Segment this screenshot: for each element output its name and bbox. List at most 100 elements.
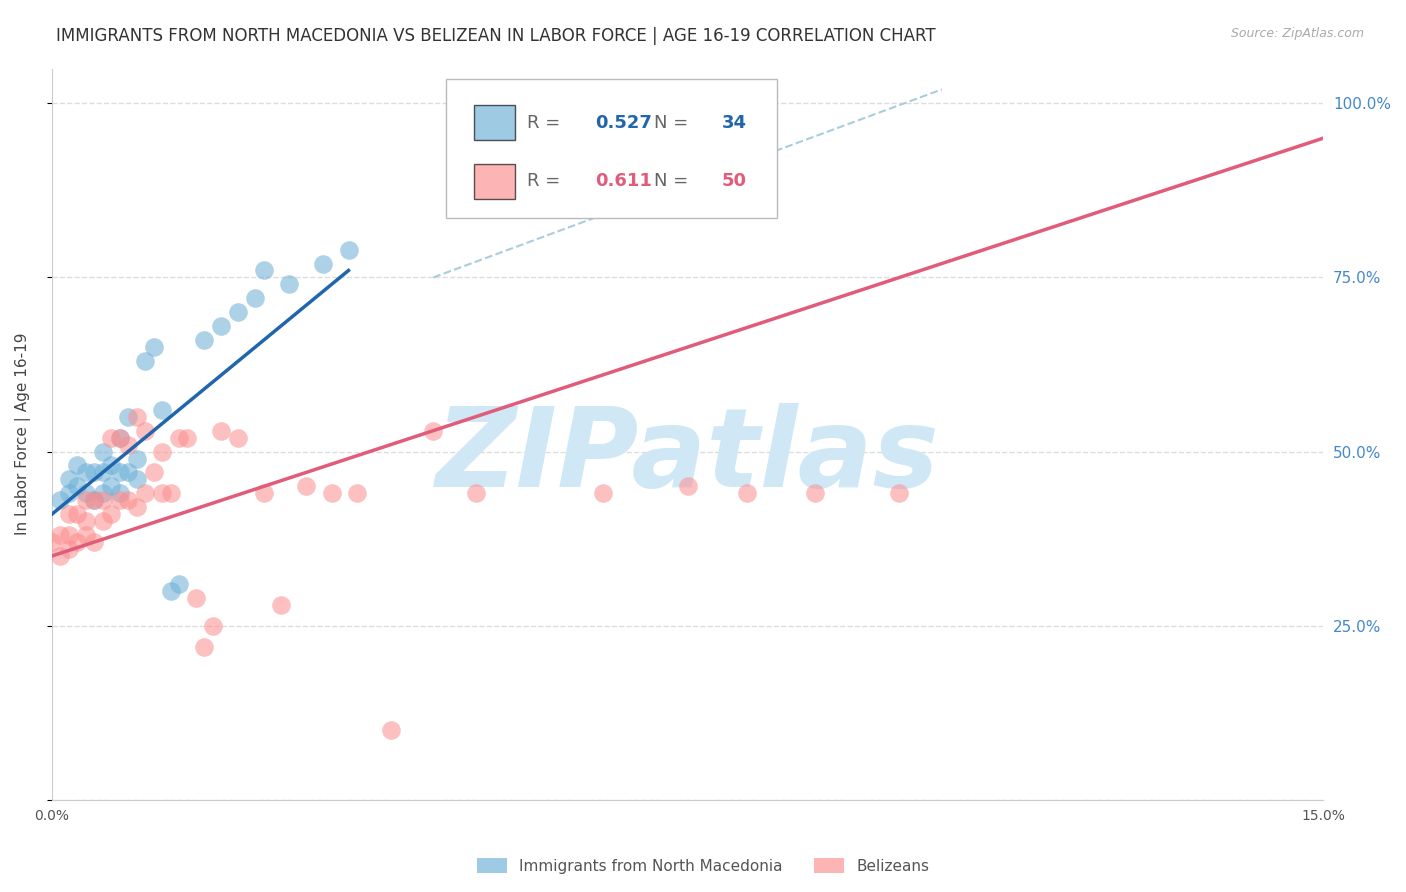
Point bbox=[66, 507, 89, 521]
Point bbox=[209, 424, 232, 438]
Point bbox=[253, 263, 276, 277]
Point bbox=[108, 486, 131, 500]
Point bbox=[49, 528, 72, 542]
Point bbox=[125, 500, 148, 515]
Point bbox=[49, 549, 72, 563]
FancyBboxPatch shape bbox=[474, 163, 515, 199]
Point bbox=[193, 640, 215, 654]
Point bbox=[108, 493, 131, 508]
Point bbox=[167, 577, 190, 591]
Point bbox=[506, 180, 529, 194]
Point bbox=[134, 354, 156, 368]
Text: Source: ZipAtlas.com: Source: ZipAtlas.com bbox=[1230, 27, 1364, 40]
Point bbox=[125, 472, 148, 486]
Point bbox=[150, 444, 173, 458]
Point bbox=[75, 514, 97, 528]
Point bbox=[75, 466, 97, 480]
Point bbox=[253, 486, 276, 500]
Text: 0.527: 0.527 bbox=[595, 113, 651, 132]
FancyBboxPatch shape bbox=[446, 79, 776, 219]
Point bbox=[66, 458, 89, 473]
Point bbox=[142, 466, 165, 480]
Point bbox=[91, 514, 114, 528]
Text: N =: N = bbox=[655, 172, 695, 190]
Point bbox=[380, 723, 402, 738]
Point bbox=[150, 402, 173, 417]
Text: 0.611: 0.611 bbox=[595, 172, 651, 190]
Point bbox=[167, 431, 190, 445]
Point bbox=[100, 507, 122, 521]
Point bbox=[201, 618, 224, 632]
Point bbox=[108, 431, 131, 445]
Point bbox=[91, 493, 114, 508]
Point bbox=[142, 340, 165, 354]
Point bbox=[75, 486, 97, 500]
Point bbox=[117, 437, 139, 451]
Point bbox=[108, 466, 131, 480]
Point bbox=[226, 431, 249, 445]
Point bbox=[58, 542, 80, 557]
Point bbox=[58, 528, 80, 542]
Point bbox=[209, 319, 232, 334]
Text: ZIPatlas: ZIPatlas bbox=[436, 402, 939, 509]
Point bbox=[66, 535, 89, 549]
Point bbox=[117, 466, 139, 480]
Point bbox=[676, 479, 699, 493]
Point bbox=[278, 277, 301, 292]
Text: R =: R = bbox=[527, 113, 567, 132]
Point bbox=[75, 528, 97, 542]
Point bbox=[735, 486, 758, 500]
Point bbox=[58, 486, 80, 500]
Point bbox=[58, 472, 80, 486]
Text: 50: 50 bbox=[721, 172, 747, 190]
Point bbox=[134, 424, 156, 438]
Text: R =: R = bbox=[527, 172, 567, 190]
Point bbox=[245, 291, 267, 305]
Point bbox=[117, 493, 139, 508]
Point bbox=[58, 507, 80, 521]
FancyBboxPatch shape bbox=[474, 105, 515, 140]
Point bbox=[312, 256, 335, 270]
Point bbox=[592, 486, 614, 500]
Point bbox=[803, 486, 825, 500]
Point bbox=[889, 486, 911, 500]
Point bbox=[295, 479, 318, 493]
Point bbox=[337, 243, 360, 257]
Point bbox=[83, 493, 105, 508]
Point bbox=[83, 493, 105, 508]
Point bbox=[66, 479, 89, 493]
Point bbox=[159, 486, 181, 500]
Point bbox=[100, 479, 122, 493]
Point bbox=[91, 486, 114, 500]
Point bbox=[346, 486, 368, 500]
Text: N =: N = bbox=[655, 113, 695, 132]
Point bbox=[159, 583, 181, 598]
Point bbox=[193, 333, 215, 347]
Point bbox=[270, 598, 292, 612]
Point bbox=[41, 535, 63, 549]
Point bbox=[108, 431, 131, 445]
Point bbox=[226, 305, 249, 319]
Point bbox=[464, 486, 486, 500]
Y-axis label: In Labor Force | Age 16-19: In Labor Force | Age 16-19 bbox=[15, 333, 31, 535]
Point bbox=[125, 451, 148, 466]
Point bbox=[184, 591, 207, 605]
Point bbox=[117, 409, 139, 424]
Point bbox=[91, 444, 114, 458]
Point bbox=[150, 486, 173, 500]
Point bbox=[321, 486, 343, 500]
Point bbox=[83, 535, 105, 549]
Point bbox=[49, 493, 72, 508]
Point bbox=[91, 466, 114, 480]
Point bbox=[125, 409, 148, 424]
Text: 34: 34 bbox=[721, 113, 747, 132]
Point bbox=[176, 431, 198, 445]
Point bbox=[83, 466, 105, 480]
Point bbox=[75, 493, 97, 508]
Legend: Immigrants from North Macedonia, Belizeans: Immigrants from North Macedonia, Belizea… bbox=[471, 852, 935, 880]
Point bbox=[422, 424, 444, 438]
Point bbox=[100, 431, 122, 445]
Point bbox=[100, 458, 122, 473]
Point bbox=[134, 486, 156, 500]
Text: IMMIGRANTS FROM NORTH MACEDONIA VS BELIZEAN IN LABOR FORCE | AGE 16-19 CORRELATI: IMMIGRANTS FROM NORTH MACEDONIA VS BELIZ… bbox=[56, 27, 936, 45]
